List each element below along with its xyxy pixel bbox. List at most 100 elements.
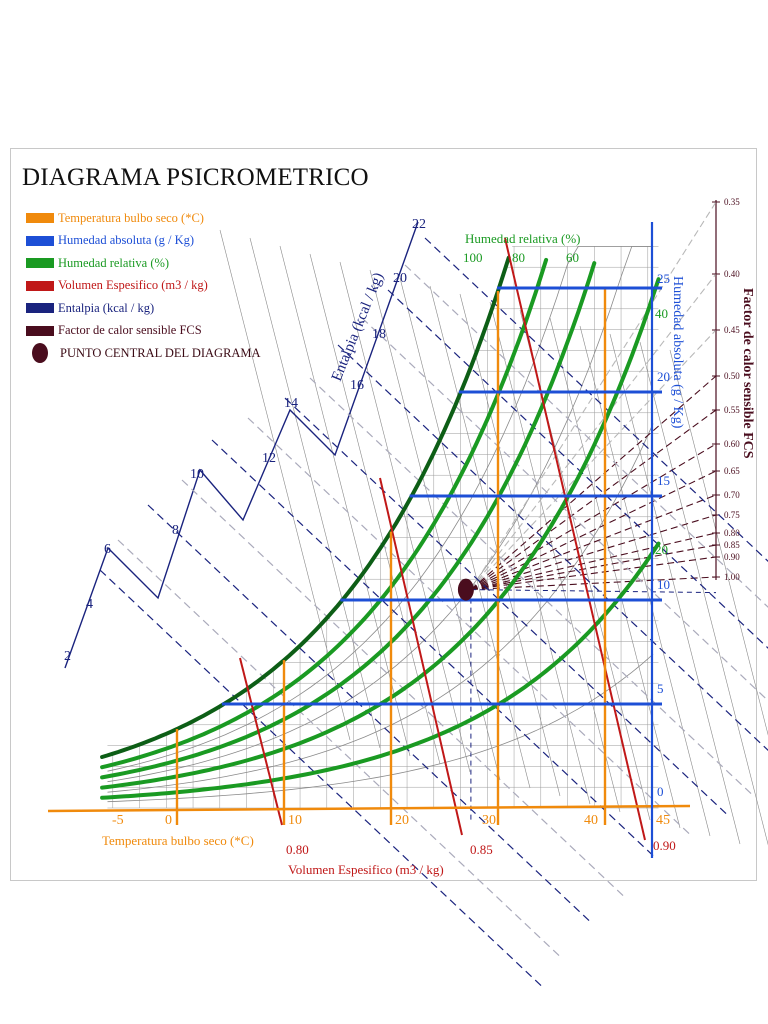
dry-bulb-tick-label: 45 [656,813,670,828]
fcs-line [470,443,717,591]
fcs-line [470,375,717,591]
specific-volume-layer [239,237,646,841]
auxiliary-curve [107,246,654,783]
central-point-marker-icon [32,343,48,363]
enthalpy-line [247,417,691,835]
enthalpy-line [99,569,543,987]
enthalpy-line [284,397,728,815]
specific-volume-label: 0.85 [470,842,493,857]
rh-curve [100,255,511,759]
dry-bulb-tick-label: 0 [165,813,172,828]
fcs-line [470,556,717,591]
wet-bulb-line [399,277,531,789]
fcs-line [470,544,717,591]
abs-humidity-tick-label: 15 [657,473,670,488]
fcs-line [470,329,717,590]
legend-swatch-icon [26,213,54,223]
wet-bulb-line [459,293,591,805]
legend-swatch-icon [26,280,54,291]
legend-item: Factor de calor sensible FCS [26,323,202,339]
dry-bulb-axis-label: Temperatura bulbo seco (*C) [102,833,254,848]
wet-bulb-line [279,245,411,757]
dry-bulb-tick-label: 30 [482,813,496,828]
specific-volume-line [239,657,283,826]
fcs-axis-label: Factor de calor sensible FCS [740,288,755,459]
legend-label: Volumen Espesifico (m3 / kg) [58,278,208,292]
legend-swatch-icon [26,235,54,246]
rh-curve-label: 60 [566,250,579,265]
fcs-tick-label: 0.70 [724,490,740,500]
fcs-tick-label: 0.35 [724,197,740,207]
fcs-tick-label: 0.85 [724,540,740,550]
fcs-line [470,470,717,591]
enthalpy-line [361,317,768,702]
fcs-tick-label: 0.90 [724,552,740,562]
abs-humidity-axis-label: Humedad absoluta (g / Kg) [670,276,685,429]
specific-volume-axis-label: Volumen Espesifico (m3 / kg) [288,862,444,877]
wet-bulb-line [339,261,471,773]
wet-bulb-line [549,317,681,829]
specific-volume-label: 0.90 [653,838,676,853]
enthalpy-line [211,439,655,857]
wet-bulb-line [579,325,711,837]
rh-curve [100,261,597,780]
fcs-tick-label: 0.40 [724,269,740,279]
enthalpy-tick-label: 20 [393,271,407,286]
legend-label: Temperatura bulbo seco (*C) [58,210,204,225]
central-point-guide [470,589,717,594]
auxiliary-curve [107,246,654,772]
enthalpy-tick-label: 6 [104,542,111,557]
legend-swatch-icon [26,303,54,313]
rh-axis-label: Humedad relativa (%) [465,231,581,246]
legend-swatch-icon [26,258,54,268]
legend-item: Entalpia (kcal / kg) [26,300,154,316]
grid-layer [107,229,768,846]
wet-bulb-line [639,341,768,846]
legend-label: Factor de calor sensible FCS [58,323,202,337]
specific-volume-label: 0.80 [286,842,309,857]
fcs-tick-label: 0.60 [724,439,740,449]
fcs-line [470,532,717,591]
absolute-humidity-layer [221,222,662,858]
legend-item: Humedad absoluta (g / Kg) [26,233,194,249]
enthalpy-line [424,237,768,563]
legend-item: Temperatura bulbo seco (*C) [26,210,204,226]
enthalpy-line [404,264,768,608]
dry-bulb-layer [47,288,691,825]
rh-curve-label: 80 [512,250,525,265]
fcs-tick-label: 0.55 [724,405,740,415]
enthalpy-tick-label: 16 [350,378,364,393]
enthalpy-scale-line [64,221,419,669]
wet-bulb-line [669,349,768,736]
dry-bulb-tick-label: 10 [288,813,302,828]
enthalpy-tick-label: 14 [284,396,298,411]
rh-curve [100,257,549,770]
dry-bulb-tick-label: 20 [395,813,409,828]
enthalpy-line [309,377,753,795]
auxiliary-curve [107,653,654,803]
fcs-line [470,273,717,590]
fcs-tick-label: 0.75 [724,510,740,520]
abs-humidity-tick-label: 20 [657,369,670,384]
fcs-tick-label: 0.50 [724,371,740,381]
enthalpy-line [117,539,561,957]
fcs-line [470,409,717,591]
specific-volume-line [504,237,646,841]
enthalpy-tick-label: 12 [262,451,276,466]
abs-humidity-tick-label: 25 [657,271,670,286]
fcs-layer [470,200,720,822]
legend-label: PUNTO CENTRAL DEL DIAGRAMA [60,345,261,360]
fcs-line [470,576,717,591]
fcs-line [470,514,717,591]
legend-item: Volumen Espesifico (m3 / kg) [26,278,208,294]
central-point-marker [457,578,474,601]
dry-bulb-tick-label: 40 [584,813,598,828]
fcs-tick-label: 0.65 [724,466,740,476]
enthalpy-line [337,344,768,752]
enthalpy-tick-label: 22 [412,217,426,232]
legend-label: Humedad absoluta (g / Kg) [58,233,195,247]
fcs-tick-label: 0.45 [724,325,740,335]
abs-humidity-tick-label: 10 [657,577,670,592]
rh-curve-label: 20 [655,542,668,557]
